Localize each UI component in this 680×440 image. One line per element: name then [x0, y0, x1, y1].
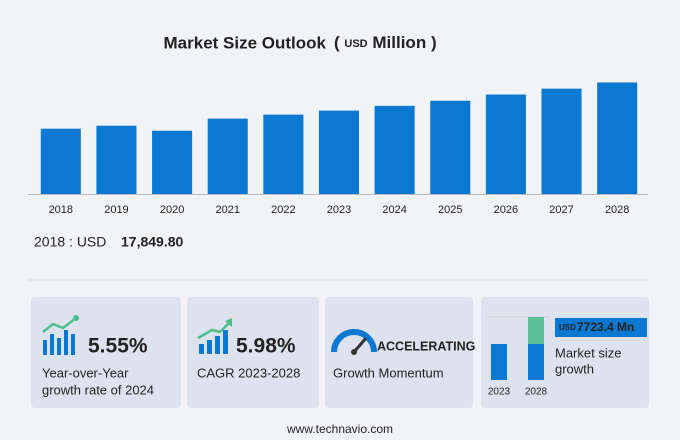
unit-part: ( [334, 33, 340, 52]
summary-value: 17,849.80 [121, 234, 183, 250]
card [187, 297, 319, 408]
card-text: Market size [555, 345, 621, 360]
card-text: growth rate of 2024 [42, 382, 154, 397]
badge-unit: USD [559, 323, 576, 332]
bar [96, 125, 137, 194]
bar [318, 110, 360, 194]
summary-label: 2018 : USD [34, 234, 106, 250]
card-text: Growth Momentum [333, 365, 444, 380]
unit-label: ( USD Million ) [334, 33, 437, 52]
unit-part: Million [372, 33, 426, 52]
card-text: growth [555, 361, 594, 376]
mini-year: 2023 [488, 387, 511, 398]
bar [374, 105, 415, 194]
x-tick-label: 2023 [327, 204, 351, 216]
x-tick-label: 2028 [605, 204, 629, 216]
badge-value: 7723.4 Mn [577, 320, 634, 334]
card-value: 5.55% [88, 335, 148, 358]
card [325, 297, 473, 408]
bar [541, 88, 582, 194]
card-text: Year-over-Year [42, 365, 129, 380]
card-value: ACCELERATING [377, 339, 475, 353]
bar [430, 100, 471, 194]
icon-cagr [197, 318, 232, 354]
x-tick-label: 2019 [104, 204, 128, 216]
x-tick-label: 2022 [271, 204, 295, 216]
card-value: 5.98% [236, 335, 296, 358]
mini-year: 2028 [525, 387, 548, 398]
footer: www.technavio.com [286, 422, 393, 436]
x-tick-label: 2018 [49, 204, 73, 216]
x-tick-label: 2020 [160, 204, 184, 216]
bar [597, 82, 638, 194]
x-tick-label: 2025 [438, 204, 462, 216]
bar [152, 130, 193, 194]
bar [263, 114, 304, 194]
mini-chart [487, 316, 647, 380]
icon-gauge [331, 329, 377, 355]
x-tick-label: 2026 [494, 204, 518, 216]
x-tick-label: 2024 [382, 204, 406, 216]
x-tick-label: 2021 [215, 204, 239, 216]
chart-title: Market Size Outlook [164, 33, 327, 52]
x-tick-label: 2027 [549, 204, 573, 216]
bar [485, 94, 526, 194]
bar [40, 128, 81, 194]
unit-part: USD [344, 38, 367, 50]
unit-part: ) [431, 33, 437, 52]
bar [207, 118, 248, 194]
icon-yoy [42, 315, 79, 355]
card-text: CAGR 2023-2028 [197, 365, 300, 380]
